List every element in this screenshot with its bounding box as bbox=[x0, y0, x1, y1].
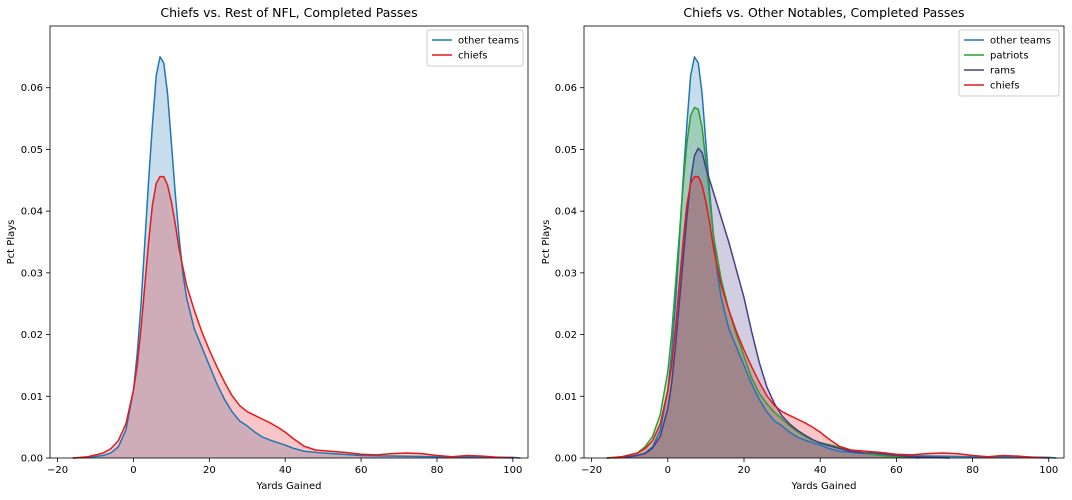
series-line-chiefs bbox=[72, 175, 513, 459]
legend-box bbox=[958, 29, 1060, 97]
legend-label-other-teams: other teams bbox=[990, 36, 1051, 47]
series-fill-patriots bbox=[606, 107, 920, 459]
x-tick-label: 60 bbox=[890, 465, 903, 476]
series-line-chiefs bbox=[606, 175, 1049, 459]
series-fill-chiefs bbox=[606, 176, 1049, 458]
series-line-other-teams bbox=[606, 56, 1057, 459]
series-line-rams bbox=[614, 147, 950, 459]
x-tick-label: 60 bbox=[355, 465, 368, 476]
legend-label-rams: rams bbox=[990, 66, 1015, 77]
x-tick-label: 100 bbox=[503, 465, 522, 476]
y-tick-label: 0.02 bbox=[21, 330, 43, 341]
legend-label-chiefs: chiefs bbox=[990, 81, 1020, 92]
legend: other teams chiefs bbox=[426, 29, 524, 67]
x-tick-label: 20 bbox=[738, 465, 751, 476]
legend-box bbox=[426, 29, 524, 67]
y-tick-label: 0.01 bbox=[21, 392, 43, 403]
series-line-other-teams bbox=[72, 56, 521, 459]
series-line-patriots bbox=[606, 106, 920, 459]
legend: other teams patriots rams chiefs bbox=[958, 29, 1060, 97]
y-tick-label: 0.05 bbox=[555, 145, 577, 156]
plot-frame bbox=[49, 25, 529, 459]
y-tick-label: 0.00 bbox=[21, 454, 43, 465]
x-tick-label: 100 bbox=[1039, 465, 1058, 476]
x-tick-label: −20 bbox=[581, 465, 602, 476]
x-tick-label: 80 bbox=[431, 465, 444, 476]
y-tick-label: 0.03 bbox=[21, 268, 43, 279]
y-tick-label: 0.04 bbox=[555, 207, 577, 218]
y-tick-label: 0.02 bbox=[555, 330, 577, 341]
x-tick-label: 0 bbox=[130, 465, 136, 476]
series-fill-rams bbox=[614, 148, 950, 458]
legend-label-patriots: patriots bbox=[990, 51, 1029, 62]
x-tick-label: 20 bbox=[203, 465, 216, 476]
y-tick-label: 0.01 bbox=[555, 392, 577, 403]
plot-area: −20 0 20 40 60 80 100 0.00 0.01 0.02 0.03 0.04 0.05 0… bbox=[555, 25, 1065, 476]
y-tick-label: 0.03 bbox=[555, 268, 577, 279]
series-fill-other-teams bbox=[72, 56, 521, 459]
plot-frame bbox=[583, 25, 1065, 459]
chart-chiefs-vs-rest: Chiefs vs. Rest of NFL, Completed Passes… bbox=[6, 5, 529, 492]
plot-area: −20 0 20 40 60 80 100 0.00 0.01 0.02 0.03 0.04 0.05 0… bbox=[21, 25, 529, 476]
x-tick-label: 0 bbox=[665, 465, 671, 476]
x-axis-label: Yards Gained bbox=[255, 481, 321, 492]
x-tick-label: 40 bbox=[814, 465, 827, 476]
chart-title: Chiefs vs. Other Notables, Completed Pas… bbox=[683, 5, 964, 20]
y-tick-label: 0.06 bbox=[555, 83, 577, 94]
x-axis-label: Yards Gained bbox=[790, 481, 856, 492]
y-tick-label: 0.05 bbox=[21, 145, 43, 156]
legend-label-chiefs: chiefs bbox=[458, 51, 488, 62]
chart-chiefs-vs-notables: Chiefs vs. Other Notables, Completed Pas… bbox=[541, 5, 1065, 492]
y-axis-label: Pct Plays bbox=[6, 220, 17, 265]
y-axis-label: Pct Plays bbox=[541, 220, 552, 265]
x-tick-label: −20 bbox=[47, 465, 68, 476]
x-tick-label: 80 bbox=[966, 465, 979, 476]
legend-label-other-teams: other teams bbox=[458, 36, 519, 47]
y-tick-label: 0.00 bbox=[555, 454, 577, 465]
chart-title: Chiefs vs. Rest of NFL, Completed Passes bbox=[160, 5, 417, 20]
series-fill-other-teams bbox=[606, 56, 1057, 459]
y-tick-label: 0.04 bbox=[21, 207, 43, 218]
y-tick-label: 0.06 bbox=[21, 83, 43, 94]
x-tick-label: 40 bbox=[279, 465, 292, 476]
series-fill-chiefs bbox=[72, 176, 513, 458]
